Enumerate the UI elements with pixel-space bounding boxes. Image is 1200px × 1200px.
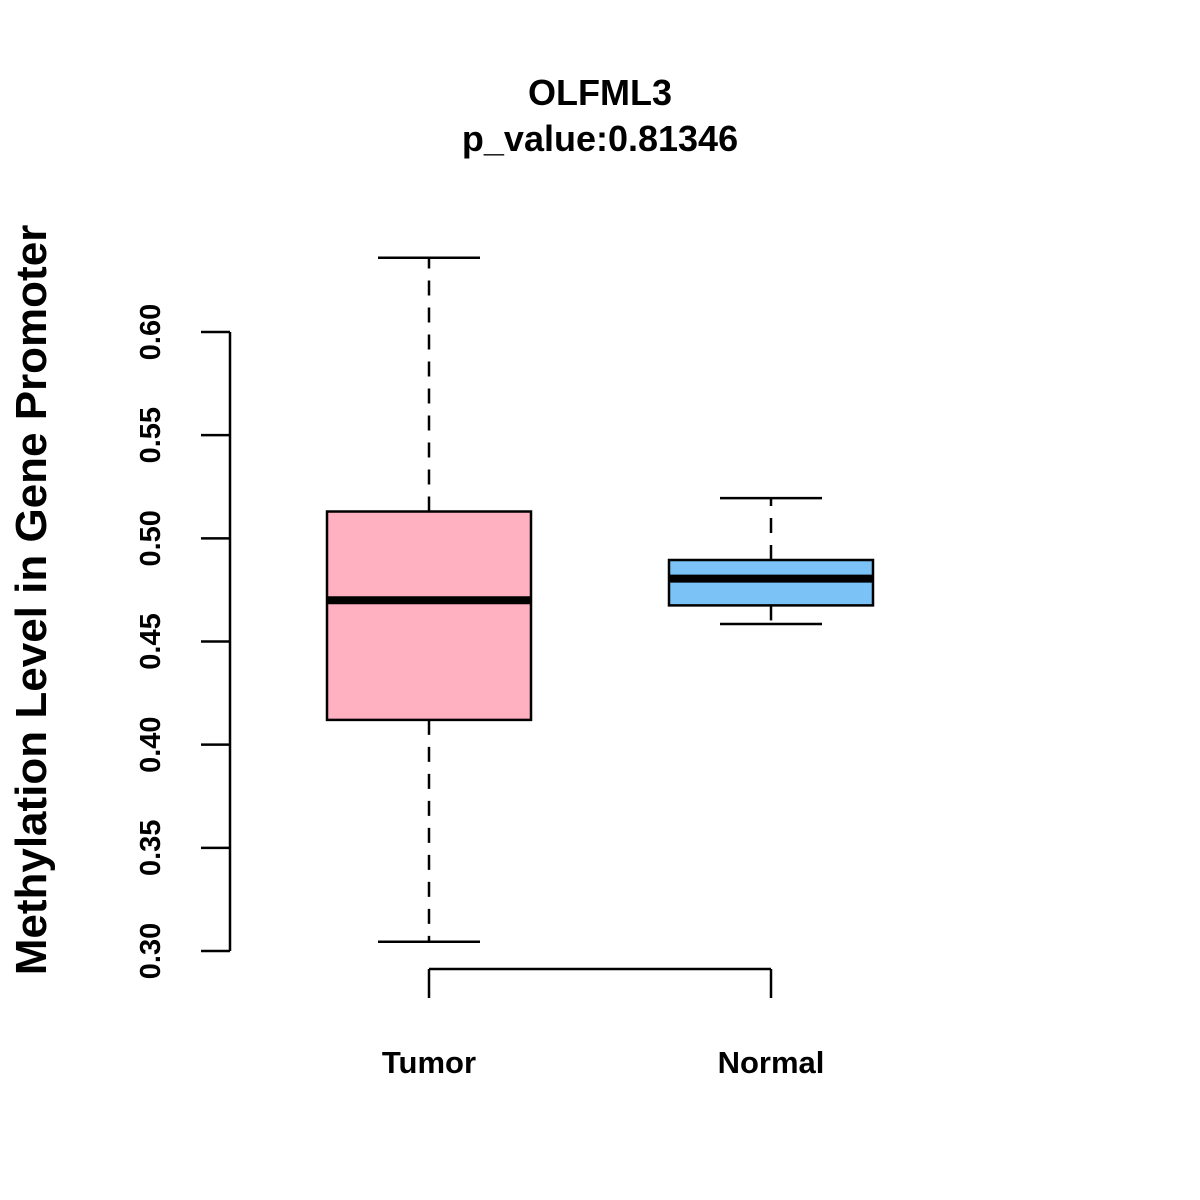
boxes [325, 256, 875, 943]
iqr-box [667, 558, 875, 607]
y-tick-label: 0.60 [135, 304, 167, 360]
x-tick-label-tumor: Tumor [382, 1045, 476, 1080]
y-tick-label: 0.55 [135, 407, 167, 463]
y-axis-title: Methylation Level in Gene Promoter [7, 225, 56, 976]
chart-subtitle: p_value:0.81346 [462, 118, 738, 159]
y-tick-label: 0.35 [135, 820, 167, 876]
x-axis: Tumor Normal [382, 967, 825, 1080]
box-normal [667, 496, 875, 626]
y-axis: 0.30 0.35 0.40 0.45 0.50 0.55 0.60 [135, 304, 232, 979]
y-tick-label: 0.45 [135, 613, 167, 669]
y-tick-label: 0.40 [135, 716, 167, 772]
x-tick-label-normal: Normal [718, 1045, 825, 1080]
y-tick-label: 0.30 [135, 923, 167, 979]
y-tick-label: 0.50 [135, 510, 167, 566]
chart-title: OLFML3 [528, 72, 672, 113]
box-tumor [325, 256, 533, 943]
iqr-box [325, 510, 533, 722]
